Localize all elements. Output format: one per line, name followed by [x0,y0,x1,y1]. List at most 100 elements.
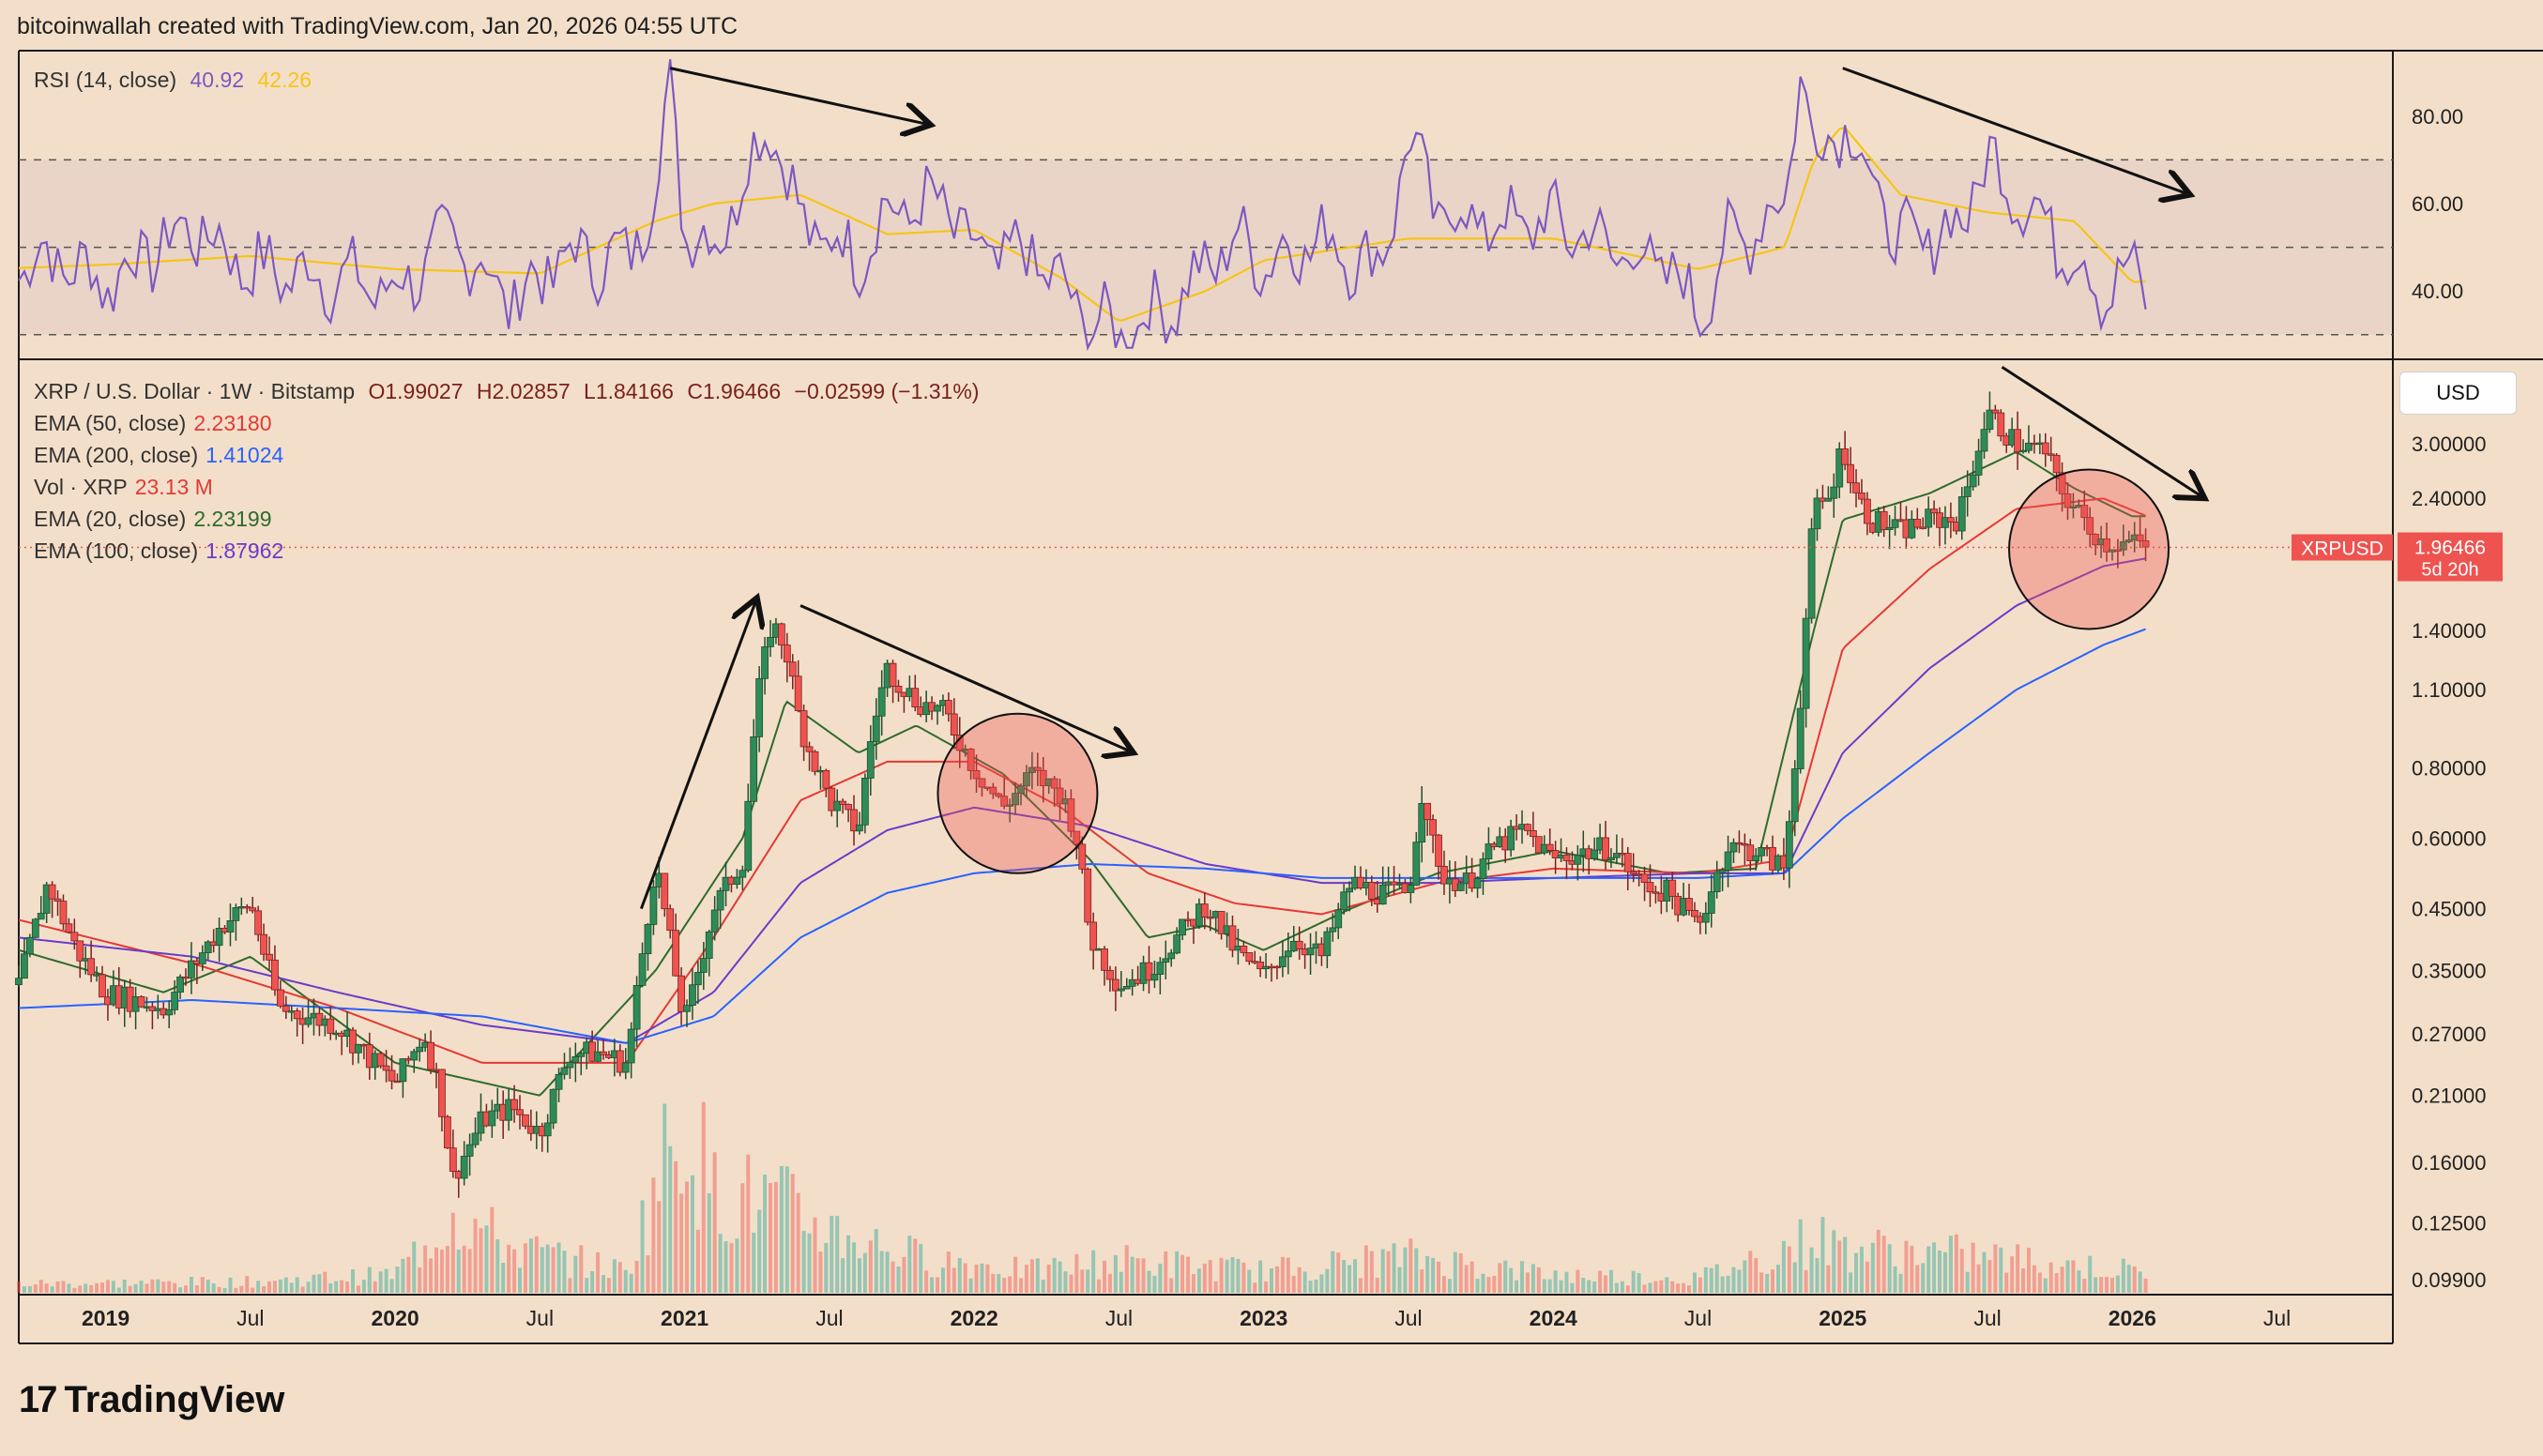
rsi-trend-arrow[interactable] [1842,67,2190,195]
candle-body [571,1055,580,1063]
price-legend: XRP / U.S. Dollar · 1W · Bitstamp O1.990… [34,375,979,567]
volume-bar [1938,1251,1942,1293]
candle-body [1841,448,1850,465]
symbol-tag [2292,534,2393,561]
candle-body [1323,931,1332,957]
candle-body [65,923,73,933]
volume-bar [723,1241,728,1293]
volume-bar [239,1285,244,1293]
candle-body [767,636,774,647]
candle-body [471,1132,480,1145]
candle-body [755,677,764,737]
volume-bar [1486,1277,1491,1293]
volume-bar [1074,1253,1079,1293]
candle-body [1006,804,1014,807]
volume-bar [1375,1278,1379,1293]
candle-body [1991,409,2000,414]
candle-body [1802,617,1810,709]
candle-body [1473,878,1482,889]
volume-bar [1881,1236,1886,1293]
volume-bar [1559,1280,1563,1293]
candle-body [934,705,941,712]
volume-bar [1682,1282,1686,1293]
trend-arrow[interactable] [639,598,756,910]
volume-bar [2060,1266,2064,1293]
volume-bar [773,1181,778,1293]
volume-bar [1180,1254,1185,1293]
candle-body [59,901,68,925]
volume-bar [1614,1282,1619,1293]
candle-body [99,974,106,998]
volume-bar [105,1280,110,1293]
volume-bar [2099,1276,2104,1293]
volume-bar [1063,1271,1068,1293]
volume-bar [423,1245,428,1293]
candle-body [2113,549,2122,552]
highlight-circle[interactable] [936,712,1099,874]
volume-bar [1982,1251,1987,1293]
volume-bar [1503,1260,1508,1293]
highlight-circle[interactable] [2008,468,2170,630]
candle-body [1485,843,1493,860]
currency-button[interactable]: USD [2399,372,2517,415]
candle-body [1701,913,1710,923]
candle-body [1963,486,1972,497]
volume-bar [1258,1260,1263,1293]
rsi-label: RSI (14, close) [34,68,177,92]
candle-body [1880,510,1888,531]
trend-arrow[interactable] [799,604,1134,752]
candle-body [995,793,1003,797]
rsi-tick-label: 60.00 [2412,192,2463,216]
volume-bar [1587,1280,1591,1293]
volume-bar [128,1285,132,1293]
volume-bar [1219,1257,1224,1293]
trend-arrow[interactable] [2001,366,2204,498]
volume-bar [1447,1279,1452,1293]
volume-bar [384,1268,388,1293]
candle-body [1852,482,1860,493]
volume-bar [1437,1261,1441,1293]
candle-body [1407,885,1415,893]
candle-body [1429,819,1437,836]
tradingview-logo-text: TradingView [64,1379,285,1420]
candle-body [866,741,875,779]
volume-bar [568,1278,572,1293]
candle-body [678,975,685,1012]
candle-body [15,978,23,986]
volume-bar [1971,1242,1975,1293]
volume-bar [1225,1259,1229,1293]
candle-body [516,1109,524,1115]
volume-bar [957,1257,962,1293]
volume-bar [968,1278,973,1293]
rsi-trend-arrow[interactable] [669,67,931,126]
volume-bar [61,1281,66,1293]
volume-bar [1270,1268,1274,1293]
volume-bar [222,1287,227,1293]
candle-body [950,713,958,736]
candle-body [1629,871,1637,874]
candle-body [376,1053,385,1067]
candle-body [710,909,719,933]
volume-bar [2138,1271,2142,1293]
volume-bar [1464,1265,1469,1293]
candle-body [1167,952,1176,960]
volume-bar [2010,1256,2015,1293]
candle-body [438,1069,446,1117]
volume-bar [133,1283,138,1293]
volume-bar [1620,1281,1624,1293]
volume-bar [1481,1273,1485,1293]
volume-bar [1648,1282,1652,1293]
volume-bar [450,1212,455,1293]
volume-bar [1409,1238,1413,1293]
volume-bar [629,1273,633,1293]
volume-bar [913,1238,918,1293]
candle-body [2019,449,2027,453]
volume-bar [434,1247,439,1293]
volume-bar [111,1281,115,1293]
candle-body [254,910,263,935]
volume-bar [674,1160,678,1293]
volume-bar [1720,1276,1725,1293]
volume-bar [952,1267,956,1293]
volume-bar [484,1225,489,1293]
